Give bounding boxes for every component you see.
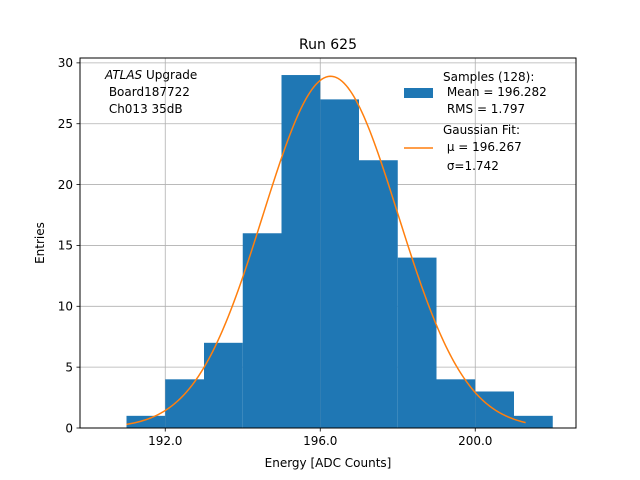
legend-samples-title: Samples (128): — [443, 70, 534, 84]
y-tick-label: 10 — [58, 300, 73, 314]
annotation-line-3: Ch013 35dB — [105, 102, 183, 116]
legend-samples-rms: RMS = 1.797 — [443, 102, 525, 116]
x-tick-label: 196.0 — [303, 434, 337, 448]
histogram-bars — [126, 75, 553, 428]
histogram-bar — [514, 415, 553, 428]
histogram-bar — [165, 379, 204, 428]
atlas-annotation: ATLAS Upgrade Board187722 Ch013 35dB — [104, 68, 197, 116]
x-axis-label: Energy [ADC Counts] — [265, 456, 392, 470]
gaussian-fit — [126, 75, 526, 426]
legend-samples-mean: Mean = 196.282 — [443, 85, 547, 99]
legend: Samples (128): Mean = 196.282 RMS = 1.79… — [404, 70, 547, 173]
histogram-bar — [281, 75, 321, 428]
y-axis-label: Entries — [33, 222, 47, 264]
legend-fit-mu: μ = 196.267 — [443, 140, 522, 154]
annotation-line-1-rest: Upgrade — [142, 68, 197, 82]
y-tick-label: 5 — [65, 360, 73, 374]
x-tick-label: 192.0 — [148, 434, 182, 448]
y-tick-label: 20 — [58, 178, 73, 192]
legend-fit-sigma: σ=1.742 — [443, 159, 499, 173]
y-tick-label: 25 — [58, 117, 73, 131]
histogram-bar — [359, 160, 398, 428]
legend-fit-title: Gaussian Fit: — [443, 123, 520, 137]
plot-frame — [79, 57, 577, 429]
y-tick-label: 15 — [58, 239, 73, 253]
annotation-italic: ATLAS — [104, 68, 143, 82]
x-tick-label: 200.0 — [458, 434, 492, 448]
y-tick-label: 0 — [65, 421, 73, 435]
fit-curve — [126, 75, 526, 426]
y-tick-label: 30 — [58, 56, 73, 70]
annotation-line-1: ATLAS Upgrade — [104, 68, 197, 82]
y-axis-ticks: 0 5 10 15 20 25 30 — [58, 56, 80, 435]
legend-samples-swatch — [404, 88, 433, 98]
annotation-line-2: Board187722 — [105, 85, 190, 99]
histogram-bar — [397, 257, 437, 428]
chart-title: Run 625 — [299, 37, 357, 53]
histogram-bar — [320, 99, 359, 428]
histogram-bar — [126, 415, 166, 428]
x-axis-ticks: 192.0 196.0 200.0 — [148, 428, 492, 448]
histogram-bar — [436, 379, 476, 428]
histogram-bar — [242, 233, 282, 428]
